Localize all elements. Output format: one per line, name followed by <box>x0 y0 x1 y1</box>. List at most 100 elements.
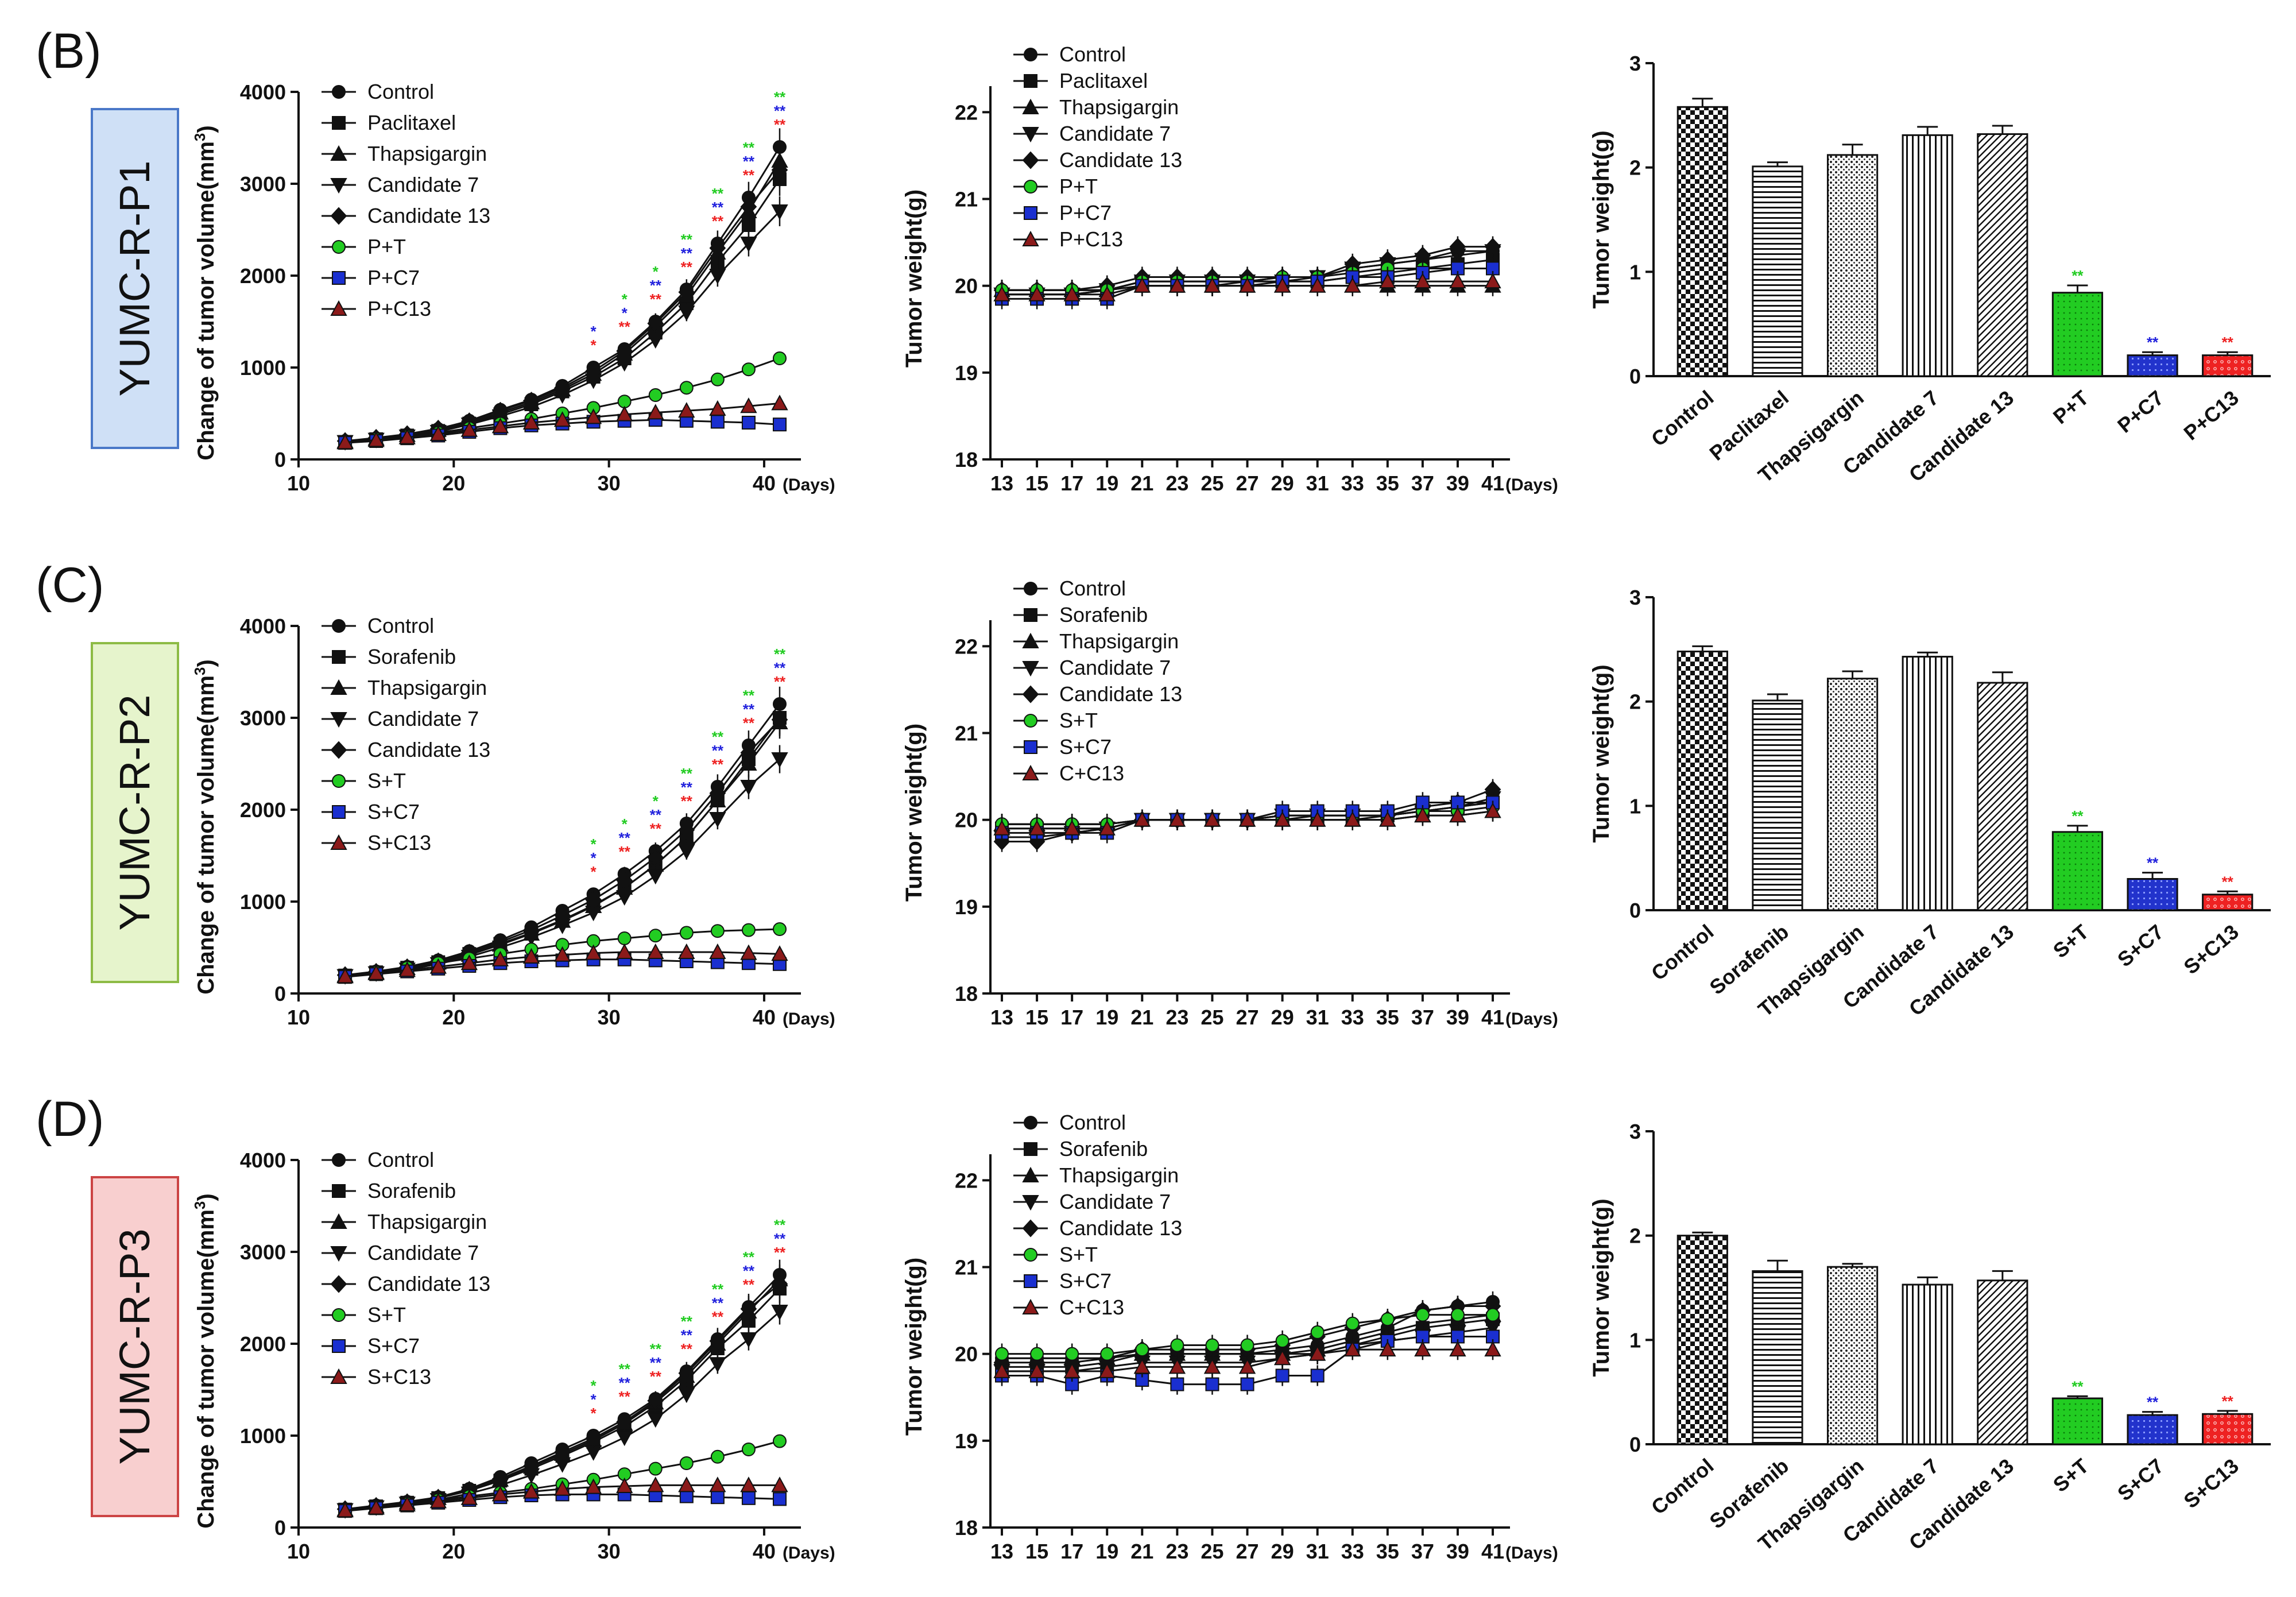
x-tick-label: 37 <box>1411 1006 1434 1029</box>
data-point <box>336 434 354 450</box>
bar <box>1977 133 2028 377</box>
legend-label: P+C13 <box>1059 227 1123 251</box>
data-point <box>993 819 1010 836</box>
data-point <box>1238 1358 1256 1374</box>
significance-mark: ** <box>774 88 786 106</box>
legend-marker <box>332 774 346 788</box>
x-tick-label: 13 <box>990 1540 1013 1563</box>
data-point <box>1240 1377 1255 1391</box>
x-tick-label: 10 <box>287 1006 310 1029</box>
legend-label: Thapsigargin <box>367 142 487 165</box>
data-point <box>523 1457 540 1475</box>
legend-marker <box>1022 230 1039 246</box>
data-point <box>709 239 726 257</box>
legend-label: Candidate 7 <box>367 1241 479 1265</box>
y-tick-label: 2 <box>1629 156 1641 180</box>
data-point <box>1414 273 1431 289</box>
legend-marker <box>1022 1195 1039 1211</box>
legend-label: S+C7 <box>1059 1269 1112 1293</box>
legend-marker <box>330 1275 347 1293</box>
category-label: S+C7 <box>2113 920 2168 972</box>
series-c-c13 <box>993 1339 1501 1382</box>
data-point <box>1203 1358 1221 1374</box>
data-point <box>1414 1341 1431 1357</box>
data-point <box>678 1364 695 1382</box>
x-tick-label: 31 <box>1306 1006 1329 1029</box>
data-point <box>740 397 757 413</box>
y-tick-label: 1000 <box>240 1424 286 1448</box>
data-point <box>522 1483 540 1499</box>
data-point <box>553 1480 571 1496</box>
legend-label: Thapsigargin <box>1059 95 1179 119</box>
data-point <box>772 922 787 936</box>
x-tick-label: 27 <box>1236 1540 1259 1563</box>
legend-marker <box>332 116 346 130</box>
significance-mark: ** <box>774 1244 786 1261</box>
data-point <box>741 1491 756 1505</box>
data-point <box>1240 1338 1255 1352</box>
legend-marker <box>332 805 346 819</box>
data-point <box>1273 811 1291 827</box>
x-tick-label: 20 <box>442 1006 465 1029</box>
legend-label: Thapsigargin <box>1059 629 1179 653</box>
legend-marker <box>330 741 347 759</box>
significance-mark: ** <box>650 1354 662 1371</box>
significance-mark: ** <box>712 728 724 745</box>
y-tick-label: 1 <box>1629 260 1641 284</box>
significance-mark: * <box>591 863 597 880</box>
y-tick-label: 3 <box>1629 52 1641 75</box>
x-tick-label: 10 <box>287 1540 310 1563</box>
legend-label: Paclitaxel <box>367 111 456 134</box>
data-point <box>741 1443 756 1456</box>
legend-marker <box>1024 1116 1037 1130</box>
significance-mark: ** <box>681 245 693 262</box>
data-point <box>585 1429 602 1448</box>
y-tick-label: 3000 <box>240 1240 286 1264</box>
significance-mark: ** <box>774 1230 786 1247</box>
legend-marker <box>1024 48 1037 61</box>
data-point <box>741 362 756 377</box>
cell-line-label-box <box>91 108 179 449</box>
cell-line-label: YUMC-R-P1 <box>111 160 158 396</box>
legend-label: Sorafenib <box>367 645 456 668</box>
legend-label: Control <box>1059 577 1126 600</box>
significance-mark: * <box>653 792 659 810</box>
data-point <box>1063 819 1081 836</box>
panel-letter: (B) <box>36 24 102 79</box>
data-point <box>585 891 602 909</box>
legend-marker <box>332 1184 346 1198</box>
y-axis-title: Tumor weight(g) <box>1589 1198 1614 1376</box>
data-point <box>1484 1341 1501 1357</box>
data-point <box>678 306 695 322</box>
data-point <box>709 1332 726 1350</box>
legend-marker <box>330 1213 347 1229</box>
x-tick-label: 39 <box>1446 471 1469 495</box>
significance-mark: ** <box>2147 334 2159 351</box>
legend-marker <box>1022 1298 1039 1314</box>
data-point <box>1308 811 1326 827</box>
data-point <box>771 710 788 729</box>
data-point <box>367 1499 385 1515</box>
data-point <box>1135 1343 1149 1357</box>
data-point <box>367 964 385 980</box>
data-point <box>1449 273 1466 289</box>
bar <box>1977 1279 2028 1445</box>
data-point <box>678 821 695 839</box>
data-point <box>772 351 787 365</box>
bar <box>1902 656 1953 911</box>
cell-line-label-box <box>91 1176 179 1517</box>
data-point <box>740 1300 757 1318</box>
data-point <box>336 968 354 984</box>
legend-marker <box>330 679 347 695</box>
data-point <box>1273 1349 1291 1366</box>
x-axis-unit: (Days) <box>1505 1010 1558 1028</box>
data-point <box>429 425 447 441</box>
data-point <box>1380 1312 1395 1327</box>
significance-mark: ** <box>2147 1394 2159 1411</box>
y-tick-label: 19 <box>955 1429 978 1453</box>
bar <box>1676 106 1728 377</box>
bar <box>2051 831 2104 911</box>
legend-label: Candidate 7 <box>367 173 479 196</box>
x-tick-label: 41 <box>1481 1540 1504 1563</box>
data-point <box>709 1357 726 1373</box>
